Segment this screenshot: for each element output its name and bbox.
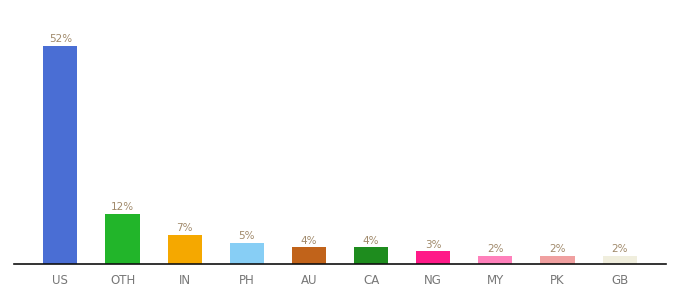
Text: 12%: 12% <box>111 202 134 212</box>
Text: 7%: 7% <box>176 223 193 233</box>
Text: 2%: 2% <box>487 244 504 254</box>
Text: 4%: 4% <box>301 236 317 246</box>
Bar <box>105 214 139 264</box>
Bar <box>167 235 202 264</box>
Text: 2%: 2% <box>611 244 628 254</box>
Text: 2%: 2% <box>549 244 566 254</box>
Text: 52%: 52% <box>49 34 72 44</box>
Bar <box>292 247 326 264</box>
Text: 4%: 4% <box>363 236 379 246</box>
Bar <box>416 251 450 264</box>
Text: 5%: 5% <box>239 231 255 242</box>
Text: 3%: 3% <box>425 240 441 250</box>
Bar <box>354 247 388 264</box>
Bar <box>230 243 264 264</box>
Bar <box>602 256 636 264</box>
Bar <box>478 256 513 264</box>
Bar <box>44 46 78 264</box>
Bar <box>541 256 575 264</box>
